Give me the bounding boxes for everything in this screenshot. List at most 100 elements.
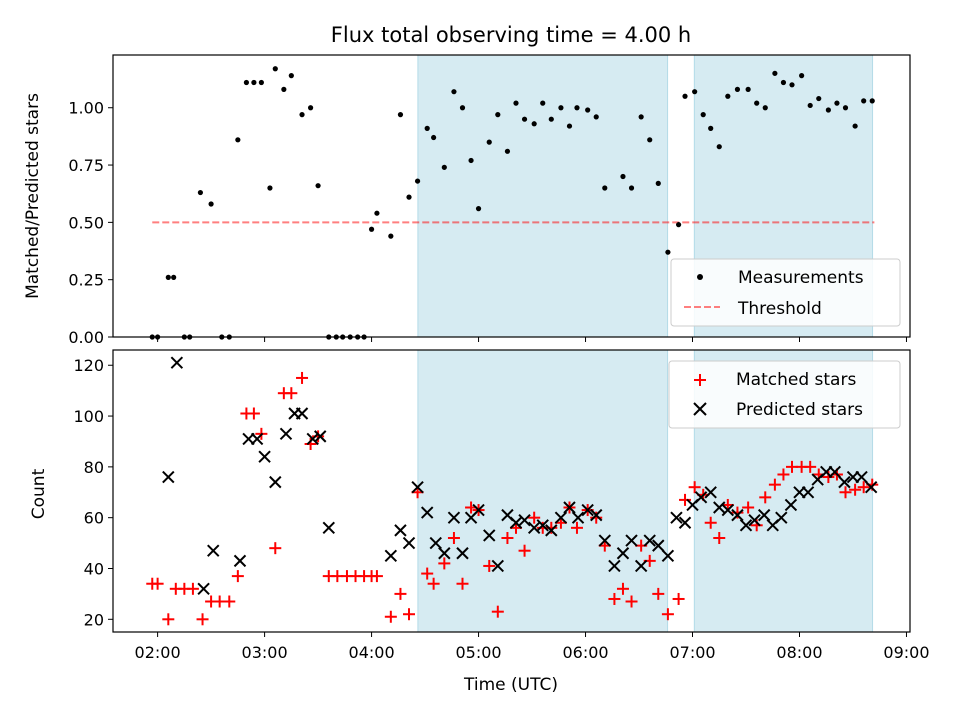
predicted-point xyxy=(634,559,648,573)
matched-point xyxy=(421,567,434,580)
bottom-legend: Matched stars Predicted stars xyxy=(668,360,901,429)
measurement-point xyxy=(307,105,314,111)
matched-point xyxy=(370,570,383,583)
x-tick-label: 02:00 xyxy=(135,643,181,662)
measurement-point xyxy=(165,274,171,280)
predicted-point xyxy=(739,519,753,532)
x-tick-label: 06:00 xyxy=(562,643,608,662)
matched-point xyxy=(223,595,236,608)
measurement-point xyxy=(251,79,257,86)
predicted-point xyxy=(694,491,708,504)
predicted-point xyxy=(258,450,271,463)
matched-point xyxy=(616,582,629,595)
matched-point xyxy=(483,559,496,572)
predicted-point xyxy=(828,465,842,479)
matched-point xyxy=(679,493,692,506)
measurement-point xyxy=(368,226,375,232)
predicted-point xyxy=(652,539,665,552)
predicted-point xyxy=(581,503,594,517)
predicted-point xyxy=(438,547,451,560)
matched-point xyxy=(296,371,309,384)
predicted-point xyxy=(509,516,523,529)
predicted-point xyxy=(536,519,549,532)
y-tick-label: 20 xyxy=(84,610,104,629)
measurement-point xyxy=(638,114,644,120)
measurement-point xyxy=(842,105,849,111)
measurement-point xyxy=(475,206,482,212)
measurement-point xyxy=(243,79,250,86)
measurement-point xyxy=(272,66,278,72)
legend-label-predicted: Predicted stars xyxy=(736,400,863,420)
matched-point xyxy=(438,557,451,570)
matched-point xyxy=(501,532,514,544)
bottom-axes-frame xyxy=(112,349,911,633)
bottom-panel: 20 40 60 80 100 120 02:00 03:00 04:00 05:00 06:00… xyxy=(29,349,930,695)
x-tick-label: 08:00 xyxy=(776,643,822,662)
matched-point xyxy=(688,481,701,494)
measurement-point xyxy=(816,95,822,102)
predicted-point xyxy=(384,549,398,562)
predicted-point xyxy=(838,475,851,489)
measurement-point xyxy=(655,180,661,186)
measurement-point xyxy=(593,114,599,120)
predicted-point xyxy=(678,516,692,529)
measurement-point xyxy=(789,82,795,88)
legend-label-matched: Matched stars xyxy=(736,370,856,390)
measurement-point xyxy=(258,79,264,86)
measurement-point xyxy=(288,73,294,79)
matched-point xyxy=(768,478,781,491)
matched-point xyxy=(196,613,209,626)
measurement-point xyxy=(725,93,731,99)
measurement-point xyxy=(414,178,421,184)
bottom-y-label: Count xyxy=(29,468,49,519)
bottom-x-axis: 02:00 03:00 04:00 05:00 06:00 07:00 08:00 09:00 xyxy=(135,632,930,662)
predicted-point xyxy=(429,536,442,550)
measurement-point xyxy=(441,164,447,170)
x-tick-label: 04:00 xyxy=(349,643,395,662)
predicted-point xyxy=(162,470,175,484)
predicted-point xyxy=(207,544,220,557)
measurement-point xyxy=(374,210,380,216)
matched-point xyxy=(518,544,531,557)
measurement-point xyxy=(716,144,722,150)
predicted-point xyxy=(527,521,541,535)
predicted-point xyxy=(269,475,282,489)
matched-point xyxy=(427,577,440,590)
matched-point xyxy=(839,486,852,499)
measurement-point xyxy=(513,100,519,106)
legend-label-threshold: Threshold xyxy=(737,299,822,319)
top-y-axis: 0.00 0.25 0.50 0.75 1.00 xyxy=(68,99,113,347)
measurement-point xyxy=(267,185,273,191)
predicted-point xyxy=(279,427,293,441)
matched-point xyxy=(777,468,790,481)
measurement-point xyxy=(459,105,466,111)
matched-point xyxy=(849,483,862,496)
measurement-point xyxy=(762,105,768,111)
matched-point xyxy=(285,387,298,400)
measurement-point xyxy=(299,112,305,118)
matched-point xyxy=(661,608,674,621)
matched-point xyxy=(857,481,870,494)
predicted-point xyxy=(704,486,717,499)
legend-marker-matched xyxy=(694,374,706,386)
matched-point xyxy=(713,532,726,544)
bottom-y-axis: 20 40 60 80 100 120 xyxy=(73,356,113,629)
matched-point xyxy=(590,511,603,524)
measurement-point xyxy=(665,249,671,255)
measurement-point xyxy=(754,100,760,106)
top-plot-marks xyxy=(149,66,875,340)
predicted-point xyxy=(661,549,675,562)
y-tick-label: 80 xyxy=(84,458,104,477)
y-tick-label: 0.25 xyxy=(68,271,104,290)
predicted-point xyxy=(757,508,771,522)
y-tick-label: 40 xyxy=(84,559,104,578)
measurement-point xyxy=(315,183,321,189)
x-axis-label: Time (UTC) xyxy=(463,675,558,695)
measurement-point xyxy=(431,134,437,141)
matched-point xyxy=(269,542,282,555)
measurement-point xyxy=(531,121,537,127)
predicted-point xyxy=(670,511,683,524)
y-tick-label: 0.50 xyxy=(68,213,104,232)
matched-point xyxy=(570,521,583,534)
predicted-point xyxy=(306,432,319,446)
